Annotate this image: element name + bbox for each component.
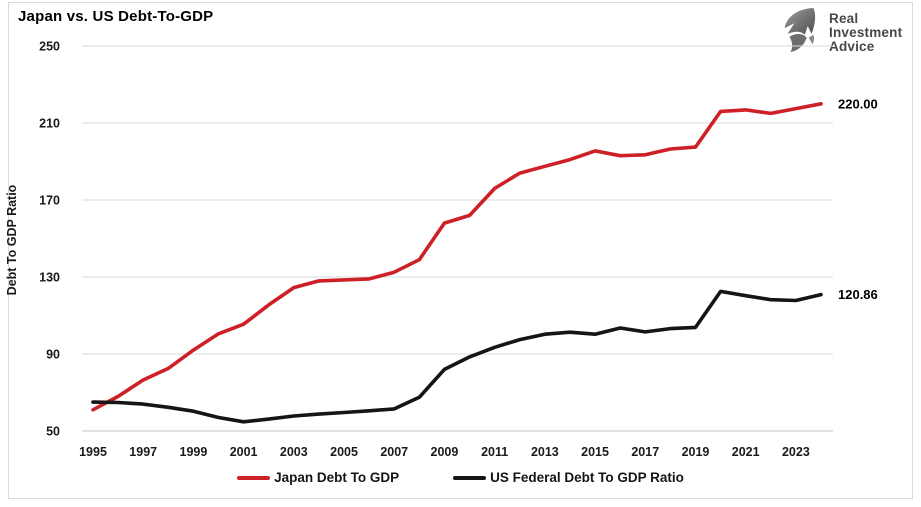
series-line-us — [91, 289, 823, 424]
x-tick-label: 1995 — [79, 445, 107, 459]
x-tick-label: 1999 — [180, 445, 208, 459]
x-tick-label: 2021 — [732, 445, 760, 459]
brand-line-3: Advice — [829, 38, 875, 54]
legend-item-japan: Japan Debt To GDP — [237, 470, 399, 485]
y-tick-label: 170 — [39, 194, 60, 208]
x-tick-label: 2017 — [631, 445, 659, 459]
end-label-us: 120.86 — [838, 287, 878, 302]
y-tick-label: 50 — [46, 425, 60, 439]
chart-legend: Japan Debt To GDP US Federal Debt To GDP… — [0, 470, 921, 485]
x-tick-label: 2009 — [431, 445, 459, 459]
x-tick-label: 2011 — [481, 445, 508, 459]
x-tick-label: 2023 — [782, 445, 810, 459]
y-tick-label: 210 — [39, 117, 60, 131]
x-tick-label: 2019 — [682, 445, 710, 459]
legend-item-us: US Federal Debt To GDP Ratio — [453, 470, 684, 485]
brand-logo: Real Investment Advice — [778, 6, 902, 59]
legend-label-japan: Japan Debt To GDP — [274, 470, 400, 485]
eagle-logo-icon — [778, 6, 824, 59]
japan-line-swatch — [237, 475, 271, 480]
y-axis-title: Debt To GDP Ratio — [5, 184, 19, 295]
page-title: Japan vs. US Debt-To-GDP — [18, 8, 214, 25]
x-tick-label: 2015 — [581, 445, 609, 459]
y-tick-label: 130 — [39, 271, 60, 285]
end-label-japan: 220.00 — [838, 96, 878, 111]
y-tick-label: 90 — [46, 348, 60, 362]
x-tick-label: 2013 — [531, 445, 559, 459]
x-tick-label: 2001 — [230, 445, 258, 459]
x-tick-label: 2005 — [330, 445, 358, 459]
us-line-swatch — [453, 475, 487, 480]
brand-line-2: Investment — [829, 24, 903, 40]
brand-line-1: Real — [829, 10, 859, 26]
legend-label-us: US Federal Debt To GDP Ratio — [490, 470, 684, 485]
x-tick-label: 2003 — [280, 445, 308, 459]
x-tick-label: 2007 — [380, 445, 408, 459]
y-tick-label: 250 — [39, 40, 60, 54]
x-tick-label: 1997 — [129, 445, 157, 459]
brand-logo-text: Real Investment Advice — [829, 10, 903, 54]
series-line-japan — [91, 102, 823, 412]
